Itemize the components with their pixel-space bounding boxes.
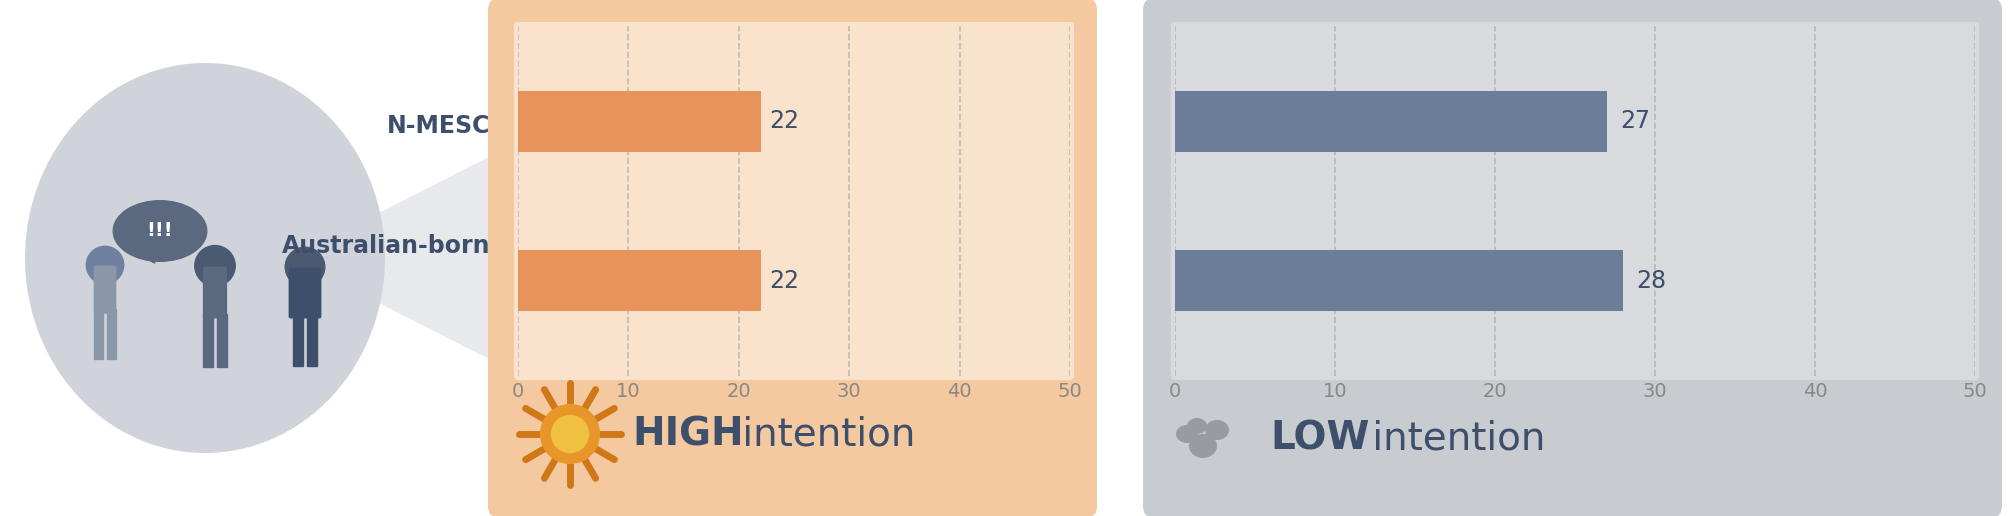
FancyBboxPatch shape <box>203 267 228 318</box>
Text: 22: 22 <box>769 109 800 134</box>
Text: 27: 27 <box>1619 109 1649 134</box>
Text: 22: 22 <box>769 268 800 293</box>
FancyBboxPatch shape <box>1142 0 2002 516</box>
Bar <box>306 314 316 366</box>
Bar <box>93 309 103 359</box>
Text: Australian-born: Australian-born <box>282 234 489 258</box>
Bar <box>1174 91 1607 152</box>
Text: intention: intention <box>729 415 914 453</box>
Circle shape <box>540 405 598 463</box>
FancyBboxPatch shape <box>487 0 1096 516</box>
Text: 28: 28 <box>1635 268 1666 293</box>
Text: intention: intention <box>1359 419 1545 457</box>
Bar <box>1174 250 1621 311</box>
Ellipse shape <box>113 200 207 262</box>
Circle shape <box>286 247 324 287</box>
Text: !!!: !!! <box>147 221 173 240</box>
FancyBboxPatch shape <box>288 268 322 318</box>
Text: HIGH: HIGH <box>632 415 743 453</box>
Polygon shape <box>290 50 699 466</box>
Text: N-MESC: N-MESC <box>387 114 489 138</box>
Bar <box>518 91 761 152</box>
Bar <box>218 314 228 367</box>
Ellipse shape <box>1204 420 1229 440</box>
Ellipse shape <box>1188 434 1216 458</box>
Circle shape <box>87 246 123 284</box>
Bar <box>292 314 302 366</box>
Ellipse shape <box>1176 425 1198 443</box>
FancyBboxPatch shape <box>93 266 117 314</box>
Ellipse shape <box>24 63 385 453</box>
Circle shape <box>552 415 588 453</box>
FancyBboxPatch shape <box>1170 22 1978 380</box>
Text: LOW: LOW <box>1269 419 1370 457</box>
Bar <box>203 314 213 367</box>
FancyBboxPatch shape <box>514 22 1073 380</box>
Bar <box>518 250 761 311</box>
Ellipse shape <box>1186 418 1206 434</box>
Polygon shape <box>131 238 159 264</box>
Bar <box>107 309 117 359</box>
Circle shape <box>195 246 236 286</box>
